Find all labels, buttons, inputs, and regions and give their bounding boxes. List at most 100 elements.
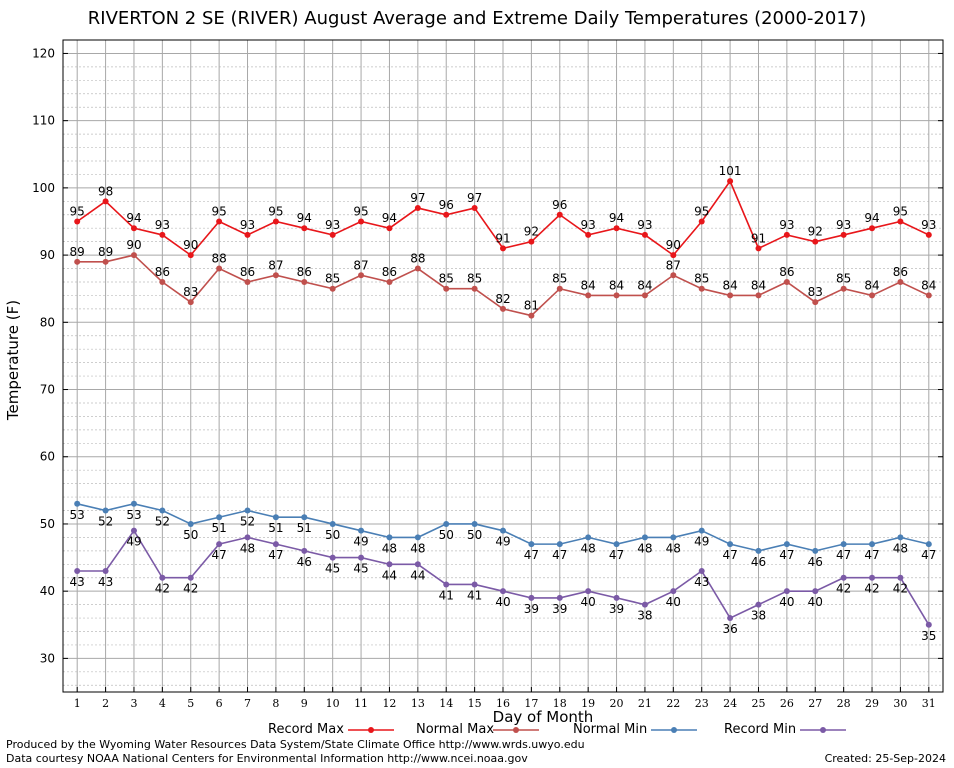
data-label: 90 <box>126 238 141 252</box>
data-label: 53 <box>70 508 85 522</box>
data-point <box>159 231 166 238</box>
data-point <box>585 292 592 299</box>
data-point <box>812 238 819 245</box>
data-point <box>897 218 904 225</box>
x-tick-label: 7 <box>244 697 251 710</box>
data-label: 84 <box>722 278 737 292</box>
data-point <box>528 541 535 548</box>
data-point <box>755 245 762 252</box>
data-point <box>102 568 109 575</box>
x-tick-label: 6 <box>216 697 223 710</box>
data-point <box>386 561 393 568</box>
data-label: 47 <box>722 548 737 562</box>
data-label: 101 <box>719 164 742 178</box>
data-point <box>840 231 847 238</box>
data-point <box>102 198 109 205</box>
data-label: 49 <box>495 535 510 549</box>
x-tick-label: 19 <box>581 697 595 710</box>
data-label: 84 <box>609 278 624 292</box>
x-tick-label: 20 <box>610 697 624 710</box>
legend-label: Normal Max <box>416 722 495 737</box>
data-point <box>244 534 251 541</box>
data-point <box>358 554 365 561</box>
legend-label: Record Max <box>268 722 344 737</box>
data-label: 53 <box>126 508 141 522</box>
data-point <box>329 520 336 527</box>
data-label: 98 <box>98 184 113 198</box>
data-label: 43 <box>70 575 85 589</box>
data-label: 51 <box>268 521 283 535</box>
data-label: 89 <box>70 245 85 259</box>
data-label: 40 <box>666 595 681 609</box>
legend-marker <box>671 727 677 733</box>
data-point <box>272 272 279 279</box>
credit-line-2: Data courtesy NOAA National Centers for … <box>6 752 528 765</box>
data-point <box>613 292 620 299</box>
data-label: 48 <box>382 541 397 555</box>
data-point <box>244 278 251 285</box>
data-point <box>755 601 762 608</box>
data-label: 85 <box>552 272 567 286</box>
data-point <box>301 514 308 521</box>
x-tick-label: 4 <box>159 697 166 710</box>
data-point <box>727 178 734 185</box>
data-label: 97 <box>467 191 482 205</box>
data-label: 44 <box>410 568 425 582</box>
data-label: 87 <box>666 258 681 272</box>
data-label: 51 <box>211 521 226 535</box>
y-tick-label: 110 <box>32 114 55 128</box>
data-point <box>670 534 677 541</box>
data-point <box>812 299 819 306</box>
x-tick-label: 28 <box>837 697 851 710</box>
data-point <box>641 534 648 541</box>
data-label: 87 <box>268 258 283 272</box>
data-label: 47 <box>836 548 851 562</box>
data-point <box>130 500 137 507</box>
data-label: 47 <box>779 548 794 562</box>
data-point <box>585 534 592 541</box>
data-label: 48 <box>893 541 908 555</box>
data-point <box>897 574 904 581</box>
data-point <box>187 574 194 581</box>
x-tick-label: 25 <box>751 697 765 710</box>
data-point <box>443 520 450 527</box>
data-point <box>613 225 620 232</box>
data-point <box>500 245 506 252</box>
data-point <box>500 527 506 534</box>
series-normal-max: 89 89 90 86 83 88 86 87 86 85 87 86 88 85 85 82 81 85 84 84… <box>70 238 936 319</box>
data-label: 44 <box>382 568 397 582</box>
x-tick-label: 2 <box>102 697 109 710</box>
legend-normal-max: Normal Max <box>416 722 494 737</box>
data-point <box>74 500 81 507</box>
data-point <box>670 588 677 595</box>
data-point <box>443 211 450 218</box>
x-tick-label: 14 <box>439 697 453 710</box>
data-point <box>698 527 705 534</box>
data-label: 43 <box>694 575 709 589</box>
data-point <box>556 594 563 601</box>
data-point <box>783 541 790 548</box>
legend-marker <box>368 727 374 733</box>
data-point <box>556 541 563 548</box>
x-tick-label: 27 <box>808 697 822 710</box>
data-point <box>783 588 790 595</box>
data-label: 84 <box>751 278 766 292</box>
data-label: 42 <box>864 582 879 596</box>
created-date: Created: 25-Sep-2024 <box>824 752 946 765</box>
data-point <box>755 292 762 299</box>
data-label: 96 <box>439 198 454 212</box>
x-tick-label: 31 <box>922 697 936 710</box>
data-point <box>500 305 506 312</box>
data-label: 50 <box>439 528 454 542</box>
data-label: 41 <box>467 588 482 602</box>
data-point <box>386 278 393 285</box>
data-label: 47 <box>609 548 624 562</box>
data-label: 94 <box>382 211 397 225</box>
data-point <box>641 292 648 299</box>
data-point <box>301 278 308 285</box>
data-point <box>528 312 535 319</box>
data-label: 85 <box>325 272 340 286</box>
data-point <box>216 265 223 272</box>
data-point <box>812 547 819 554</box>
data-label: 89 <box>98 245 113 259</box>
